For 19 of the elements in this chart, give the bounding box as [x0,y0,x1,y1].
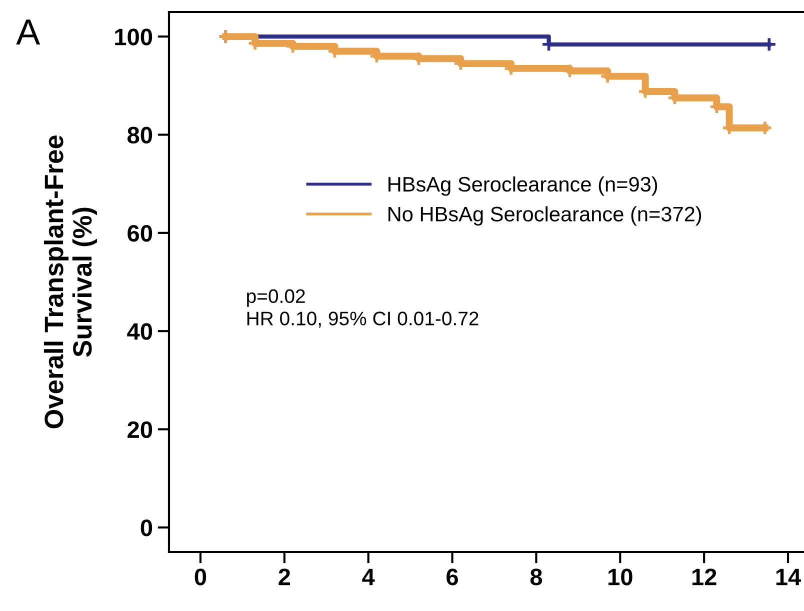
chart-title: A [16,20,40,44]
legend-label: No HBsAg Seroclearance (n=372) [388,206,702,226]
y-tick-label: 60 [128,224,152,242]
x-tick-label: 6 [446,568,458,586]
y-tick-label: 100 [115,28,152,46]
x-tick-label: 0 [194,568,206,586]
y-tick-label: 80 [128,126,152,144]
annotation: p=0.02 HR 0.10, 95% CI 0.01-0.72 [247,289,478,328]
y-tick-label: 0 [140,520,152,536]
y-tick-label: 20 [128,421,152,438]
x-tick-label: 4 [362,568,375,586]
y-tick-label: 40 [127,323,152,340]
y-axis-title: Overall Transplant-Free Survival (%) [44,135,97,428]
x-tick-label: 14 [776,568,802,586]
x-tick-label: 10 [608,568,632,586]
x-tick-label: 12 [692,568,716,586]
x-tick-label: 2 [278,568,290,586]
legend-label: HBsAg Seroclearance (n=93) [388,176,658,196]
x-tick-label: 8 [530,568,542,586]
